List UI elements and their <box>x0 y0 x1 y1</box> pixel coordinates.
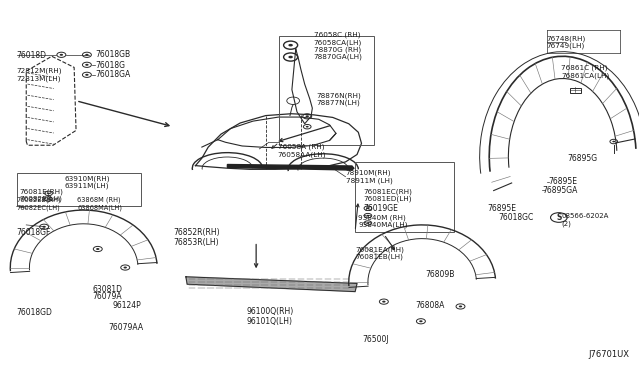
Text: 76018G: 76018G <box>95 61 125 70</box>
Text: 72812M(RH)
72813M(LH): 72812M(RH) 72813M(LH) <box>17 68 62 82</box>
Text: 76895E: 76895E <box>548 177 578 186</box>
Text: 08566-6202A
(2): 08566-6202A (2) <box>561 214 609 227</box>
Text: 76019GE: 76019GE <box>364 204 398 213</box>
Text: 76895G: 76895G <box>568 154 598 163</box>
Text: S: S <box>556 213 561 222</box>
Circle shape <box>60 54 63 56</box>
Text: 76852R(RH)
76853R(LH): 76852R(RH) 76853R(LH) <box>173 228 220 247</box>
Circle shape <box>367 222 369 224</box>
Text: 76082EB(RH)
76082EC(LH): 76082EB(RH) 76082EC(LH) <box>17 197 61 211</box>
Text: 76058C (RH)
76058CA(LH)
78870G (RH)
78870GA(LH): 76058C (RH) 76058CA(LH) 78870G (RH) 7887… <box>314 32 362 60</box>
Text: 76079AA: 76079AA <box>108 323 143 332</box>
Circle shape <box>85 54 88 56</box>
Text: 76500J: 76500J <box>363 335 389 344</box>
Text: 93840M (RH)
93840MA(LH): 93840M (RH) 93840MA(LH) <box>358 214 408 228</box>
Text: 76018GC: 76018GC <box>499 213 534 222</box>
Text: 76808A: 76808A <box>416 301 445 310</box>
Circle shape <box>47 198 50 200</box>
Circle shape <box>47 193 50 194</box>
Text: 76748(RH)
76749(LH): 76748(RH) 76749(LH) <box>547 35 586 49</box>
Circle shape <box>124 267 127 269</box>
Circle shape <box>85 64 88 66</box>
Circle shape <box>419 320 422 322</box>
Text: J76701UX: J76701UX <box>589 350 630 359</box>
Circle shape <box>459 305 462 307</box>
Text: 76081EC(RH)
76081ED(LH): 76081EC(RH) 76081ED(LH) <box>364 188 412 202</box>
Circle shape <box>289 44 293 46</box>
Circle shape <box>306 126 308 128</box>
Text: 76079A: 76079A <box>92 292 122 301</box>
Circle shape <box>289 56 293 58</box>
Text: 63868M (RH)
63868MA(LH): 63868M (RH) 63868MA(LH) <box>77 197 122 211</box>
Text: 76809B: 76809B <box>426 270 455 279</box>
Polygon shape <box>227 164 354 170</box>
Circle shape <box>85 74 88 76</box>
Text: 76895E: 76895E <box>487 204 516 213</box>
Circle shape <box>612 141 615 142</box>
Circle shape <box>96 248 99 250</box>
Text: 96124P: 96124P <box>113 301 141 310</box>
Text: 63081D: 63081D <box>92 285 122 294</box>
Circle shape <box>367 215 369 217</box>
Circle shape <box>42 226 46 228</box>
Text: 76018GF: 76018GF <box>17 228 51 237</box>
Text: 76018GD: 76018GD <box>17 308 52 317</box>
Polygon shape <box>186 277 357 292</box>
Text: 76018GA: 76018GA <box>95 70 131 79</box>
Circle shape <box>305 115 309 117</box>
Text: 76081EA(RH)
76081EB(LH): 76081EA(RH) 76081EB(LH) <box>356 247 404 260</box>
Text: 76018GB: 76018GB <box>95 50 131 59</box>
Text: 76861C (RH)
76861CA(LH): 76861C (RH) 76861CA(LH) <box>561 65 610 79</box>
Text: 78876N(RH)
78877N(LH): 78876N(RH) 78877N(LH) <box>317 92 362 106</box>
Text: 76081E(RH)
76082E(LH): 76081E(RH) 76082E(LH) <box>20 188 64 202</box>
Text: 78910M(RH)
78911M (LH): 78910M(RH) 78911M (LH) <box>346 170 392 184</box>
Circle shape <box>367 208 369 209</box>
Circle shape <box>382 301 385 302</box>
Text: 76895GA: 76895GA <box>542 186 578 195</box>
Text: 96100Q(RH)
96101Q(LH): 96100Q(RH) 96101Q(LH) <box>246 307 294 326</box>
Text: 76018D: 76018D <box>17 51 47 60</box>
Text: 63910M(RH)
63911M(LH): 63910M(RH) 63911M(LH) <box>65 176 110 189</box>
Text: 76058A (RH)
76058AA(LH): 76058A (RH) 76058AA(LH) <box>278 144 326 158</box>
